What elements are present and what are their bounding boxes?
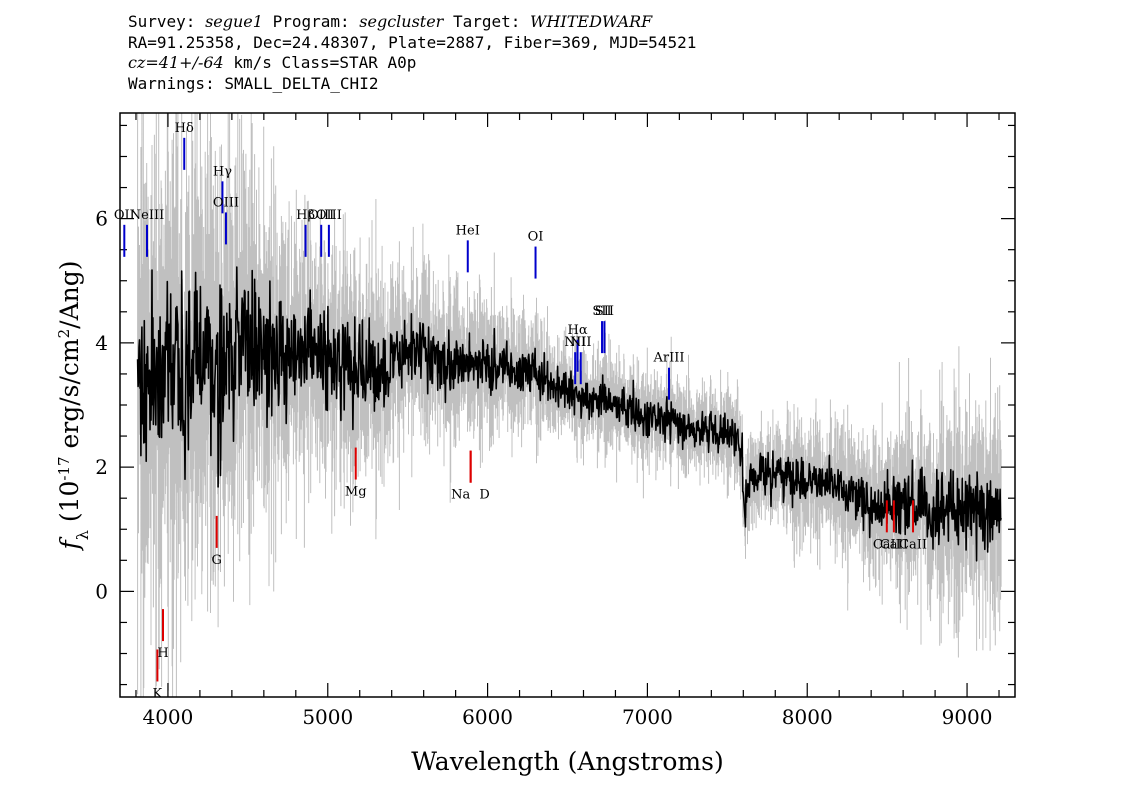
- absorption-line-label: Na: [451, 488, 470, 503]
- x-tick-label: 7000: [622, 705, 673, 729]
- y-tick-label: 2: [95, 455, 108, 479]
- y-axis-label-part: 2: [55, 329, 73, 339]
- y-axis-label-part: -17: [55, 456, 73, 480]
- emission-line-label: NII: [570, 335, 592, 350]
- y-axis-label-part: λ: [73, 530, 92, 540]
- emission-line-label: HeI: [456, 223, 480, 238]
- spectrum-header: Survey: segue1 Program: segcluster Targe…: [128, 12, 696, 94]
- x-axis-label: Wavelength (Angstroms): [411, 747, 723, 776]
- plot-inner: [136, 113, 1002, 697]
- x-tick-label: 5000: [302, 705, 353, 729]
- absorption-line-label: CaII: [899, 537, 927, 552]
- target-label: Target:: [443, 12, 531, 31]
- emission-line-label: SII: [595, 304, 614, 319]
- emission-line-label: Hα: [568, 323, 588, 338]
- y-axis-label-part: (10: [55, 481, 84, 531]
- absorption-line-label: K: [153, 686, 163, 701]
- header-line-redshift: cz=41+/-64 km/s Class=STAR A0p: [128, 53, 696, 74]
- plot-area: [136, 113, 1002, 697]
- absorption-line-label: CaII: [880, 537, 908, 552]
- y-axis-label-part: erg/s/cm: [55, 338, 84, 456]
- emission-line-label: OIII: [316, 208, 342, 223]
- x-tick-label: 6000: [462, 705, 513, 729]
- x-tick-label: 9000: [942, 705, 993, 729]
- emission-line-label: NeIII: [130, 208, 164, 223]
- y-axis-label-part: /Ang): [55, 260, 84, 328]
- header-line-survey: Survey: segue1 Program: segcluster Targe…: [128, 12, 696, 33]
- absorption-line-label: CaII: [873, 537, 901, 552]
- y-tick-label: 6: [95, 207, 108, 231]
- absorption-line-label: H: [157, 646, 168, 661]
- emission-line-label: OI: [528, 230, 544, 245]
- target-value: WHITEDWARF: [530, 12, 653, 31]
- emission-line-label: NII: [564, 335, 586, 350]
- x-tick-label: 8000: [782, 705, 833, 729]
- flux-series: [136, 266, 1002, 562]
- emission-line-label: Hδ: [175, 121, 194, 136]
- emission-line-label: OIII: [213, 195, 239, 210]
- program-value: segcluster: [359, 12, 444, 31]
- axes: 4000 5000 6000 7000 8000 9000 0 2 4 6: [95, 112, 1016, 729]
- header-line-coordinates: RA=91.25358, Dec=24.48307, Plate=2887, F…: [128, 32, 697, 52]
- absorption-line-label: D: [479, 488, 489, 503]
- emission-line-label: Hβ: [296, 208, 315, 223]
- absorption-line-label: G: [211, 553, 221, 568]
- program-label: Program:: [262, 12, 360, 31]
- emission-line-label: ArIII: [652, 351, 684, 366]
- emission-line-label: SII: [592, 304, 611, 319]
- class-text: km/s Class=STAR A0p: [223, 53, 417, 72]
- emission-line-label: OIII: [308, 208, 334, 223]
- redshift-value: cz=41+/-64: [128, 53, 224, 72]
- x-tick-label: 4000: [142, 705, 193, 729]
- emission-line-label: OII: [114, 208, 135, 223]
- y-tick-label: 4: [95, 331, 108, 355]
- absorption-line-label: Mg: [345, 485, 367, 500]
- header-line-warnings: Warnings: SMALL_DELTA_CHI2: [128, 73, 379, 93]
- y-axis-label: fλ (10-17 erg/s/cm2/Ang): [55, 260, 92, 551]
- y-axis-label-part: f: [55, 537, 84, 552]
- y-tick-label: 0: [95, 579, 108, 603]
- survey-label: Survey:: [128, 12, 206, 31]
- emission-line-label: Hγ: [213, 164, 232, 179]
- survey-value: segue1: [205, 12, 263, 31]
